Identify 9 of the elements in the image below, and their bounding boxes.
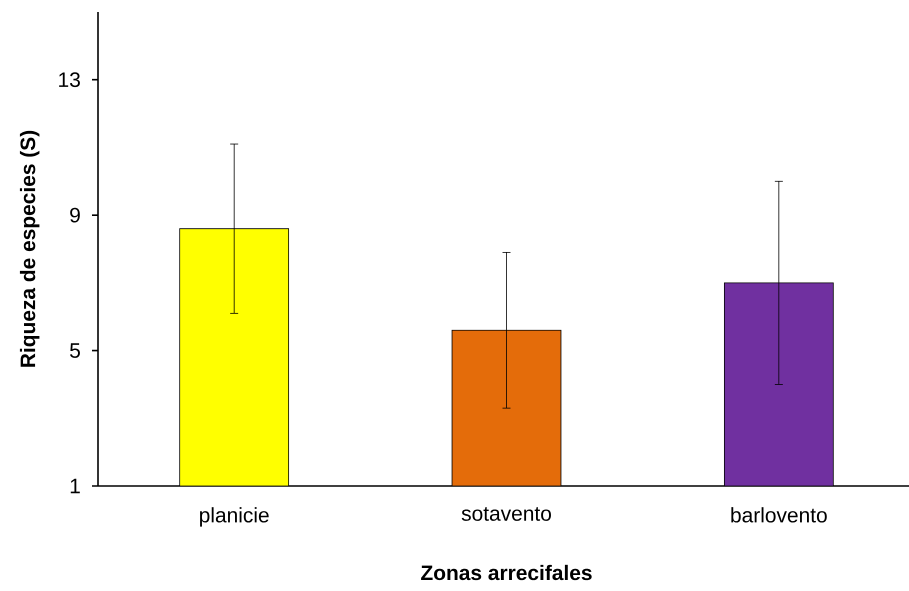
y-tick-label: 5 <box>70 343 80 358</box>
x-tick-label: sotavento <box>462 507 551 521</box>
y-tick-label: 9 <box>70 208 80 223</box>
x-tick-label: barlovento <box>731 507 827 523</box>
y-tick-label: 13 <box>59 72 80 88</box>
x-tick-label: planicie <box>200 507 269 527</box>
y-axis-title: Riqueza de especies (S) <box>20 130 40 367</box>
y-tick-label: 1 <box>70 478 80 494</box>
x-axis-title: Zonas arrecifales <box>421 564 592 580</box>
